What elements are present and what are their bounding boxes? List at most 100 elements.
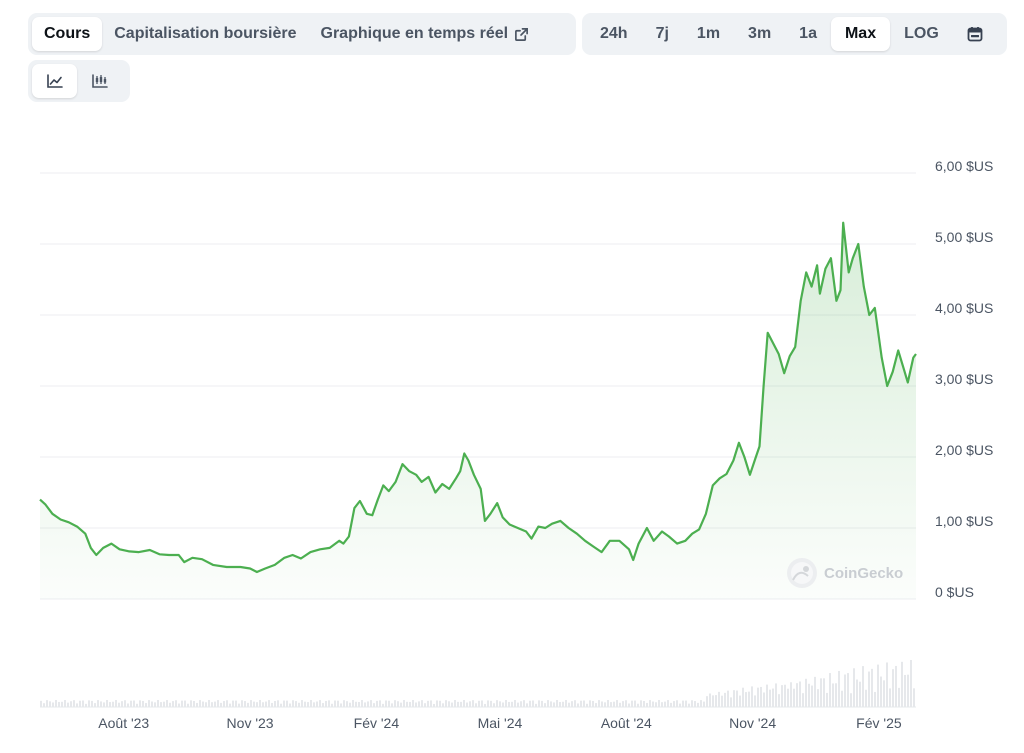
volume-bar (433, 703, 435, 707)
volume-bar (778, 694, 780, 707)
y-tick-label: 1,00 $US (935, 513, 993, 529)
volume-bar (142, 700, 144, 707)
candlestick-chart-button[interactable] (77, 64, 122, 98)
volume-bar (703, 701, 705, 707)
volume-bar (211, 702, 213, 707)
volume-bar (178, 703, 180, 707)
x-tick-label: Fév '24 (354, 715, 400, 731)
volume-bar (583, 700, 585, 707)
volume-bar (268, 700, 270, 707)
volume-bar (772, 688, 774, 707)
volume-bar (148, 700, 150, 707)
volume-bar (124, 700, 126, 707)
calendar-icon (967, 27, 983, 42)
volume-bar (724, 692, 726, 707)
volume-bar (835, 683, 837, 707)
volume-bar (832, 683, 834, 707)
volume-bar (529, 700, 531, 707)
volume-bar (196, 702, 198, 707)
range-3m-button[interactable]: 3m (748, 25, 772, 42)
volume-bar (640, 700, 642, 707)
volume-bar (106, 700, 108, 707)
volume-bar (532, 700, 534, 707)
range-7d-button[interactable]: 7j (655, 25, 669, 42)
y-tick-label: 6,00 $US (935, 158, 993, 174)
volume-bar (844, 674, 846, 707)
volume-bar (688, 703, 690, 707)
volume-bar (73, 700, 75, 707)
volume-bar (355, 701, 357, 707)
volume-bar (763, 692, 765, 707)
volume-bar (559, 702, 561, 707)
volume-bar (727, 690, 729, 707)
range-max-button[interactable]: Max (830, 17, 891, 51)
volume-bar (484, 703, 486, 707)
volume-bar (601, 701, 603, 707)
volume-bar (256, 702, 258, 707)
y-tick-label: 3,00 $US (935, 371, 993, 387)
volume-bar (67, 702, 69, 707)
volume-bar (271, 702, 273, 707)
volume-bar (892, 669, 894, 707)
volume-bar (550, 701, 552, 707)
range-1y-button[interactable]: 1a (799, 25, 817, 42)
volume-bar (595, 703, 597, 707)
x-tick-label: Nov '23 (227, 715, 274, 731)
y-tick-label: 2,00 $US (935, 442, 993, 458)
volume-bar (277, 700, 279, 707)
volume-bar (634, 700, 636, 707)
volume-bar (79, 700, 81, 707)
volume-bar (337, 700, 339, 707)
volume-bar (466, 702, 468, 707)
volume-bar (616, 700, 618, 707)
date-picker-button[interactable] (953, 17, 997, 51)
volume-bar (253, 701, 255, 707)
volume-bar (58, 701, 60, 707)
candlestick-chart-icon (91, 74, 108, 88)
tab-market-cap[interactable]: Capitalisation boursière (114, 25, 297, 42)
range-24h-button[interactable]: 24h (600, 25, 628, 42)
volume-bar (307, 702, 309, 707)
volume-bar (637, 703, 639, 707)
volume-bar (259, 700, 261, 707)
volume-bar (613, 701, 615, 707)
tab-price[interactable]: Cours (32, 17, 103, 51)
volume-bar (316, 701, 318, 707)
volume-bar (151, 701, 153, 707)
volume-bar (493, 703, 495, 707)
volume-bar (313, 702, 315, 707)
volume-bar (691, 700, 693, 707)
log-scale-button[interactable]: LOG (904, 25, 939, 42)
volume-bar (535, 703, 537, 707)
external-link-icon (515, 27, 529, 41)
volume-bar (325, 700, 327, 707)
volume-bar (328, 700, 330, 707)
volume-bar (619, 702, 621, 707)
volume-bar (883, 680, 885, 707)
volume-bar (628, 703, 630, 707)
volume-bar (685, 700, 687, 707)
volume-bar (226, 700, 228, 707)
volume-bar (733, 690, 735, 707)
tab-live-chart[interactable]: Graphique en temps réel (309, 17, 542, 51)
volume-bar (784, 684, 786, 707)
volume-bar (481, 700, 483, 707)
volume-bar (298, 702, 300, 707)
volume-bar (517, 702, 519, 707)
range-1m-button[interactable]: 1m (696, 25, 721, 42)
gecko-logo-icon (787, 558, 817, 588)
volume-bar (55, 700, 57, 707)
volume-bar (352, 700, 354, 707)
volume-bar (319, 700, 321, 707)
y-tick-label: 5,00 $US (935, 229, 993, 245)
volume-bar (526, 703, 528, 707)
volume-bar (205, 702, 207, 707)
line-chart-button[interactable] (32, 64, 77, 98)
volume-bar (52, 702, 54, 707)
volume-bar (757, 687, 759, 707)
volume-bar (850, 693, 852, 707)
volume-bar (541, 700, 543, 707)
volume-bar (304, 701, 306, 707)
volume-bar (274, 700, 276, 707)
